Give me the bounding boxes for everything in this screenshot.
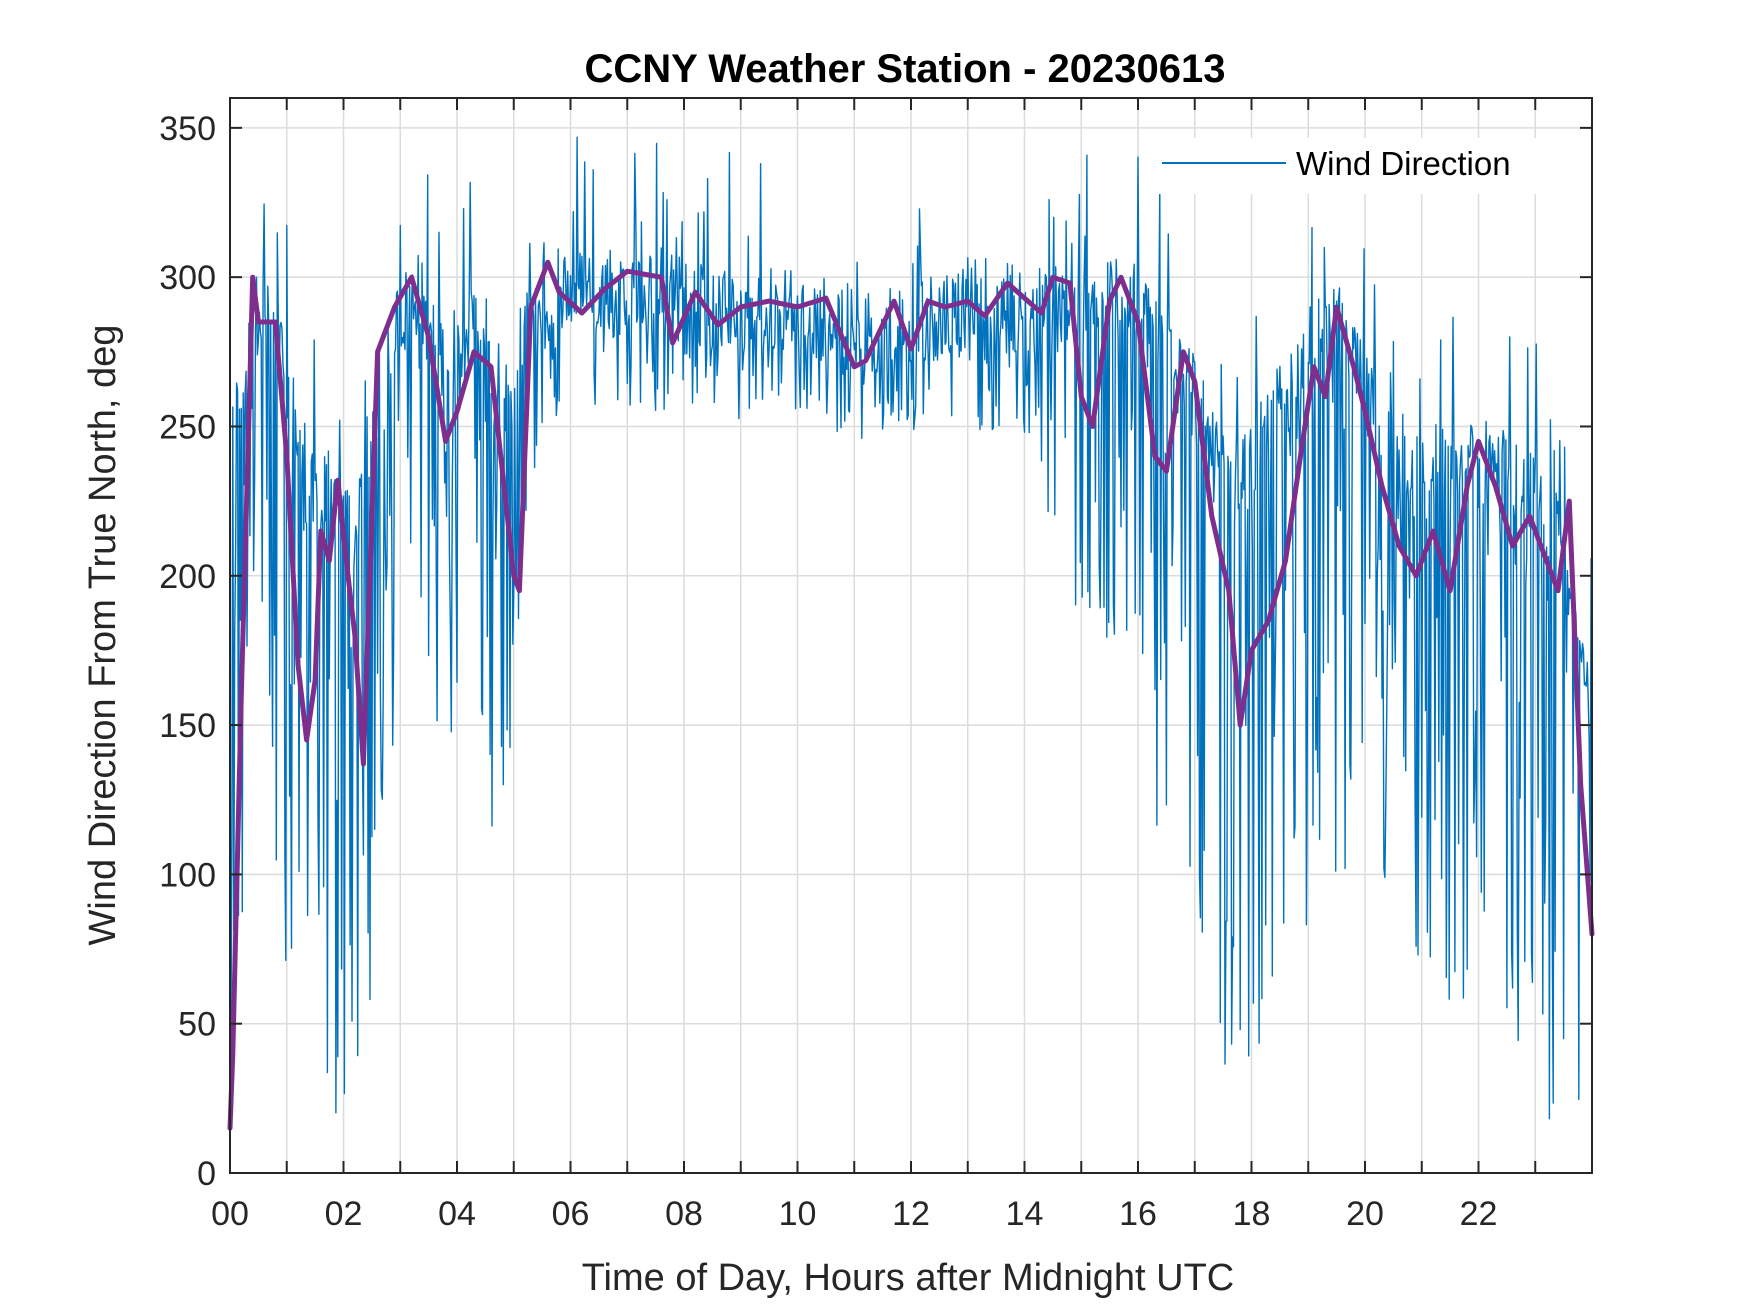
y-axis-title: Wind Direction From True North, deg <box>82 325 124 946</box>
legend: Wind Direction <box>1148 138 1558 194</box>
series-wind-direction <box>229 136 1593 1120</box>
x-tick-label-00: 00 <box>211 1195 249 1233</box>
series-smoothed-wind-direction <box>227 259 1595 1131</box>
axis-ticks <box>230 98 1592 1174</box>
x-tick-label-02: 02 <box>325 1195 363 1233</box>
chart-title: CCNY Weather Station - 20230613 <box>585 47 1226 91</box>
smoothed-wind-direction-line <box>227 259 1595 1131</box>
y-tick-label-50: 50 <box>178 1006 216 1044</box>
legend-label-wind-direction: Wind Direction <box>1296 145 1511 182</box>
y-tick-label-100: 100 <box>159 856 216 894</box>
y-tick-label-200: 200 <box>159 558 216 596</box>
x-tick-label-20: 20 <box>1346 1195 1384 1233</box>
y-tick-label-250: 250 <box>159 408 216 446</box>
legend-box <box>1148 138 1558 194</box>
x-tick-label-12: 12 <box>892 1195 930 1233</box>
wind-direction-line <box>229 136 1593 1120</box>
y-tick-label-150: 150 <box>159 707 216 745</box>
x-tick-label-14: 14 <box>1006 1195 1044 1233</box>
y-tick-label-0: 0 <box>197 1155 216 1193</box>
y-tick-labels: 0 50 100 150 200 250 300 350 <box>159 110 216 1193</box>
x-tick-label-10: 10 <box>779 1195 817 1233</box>
y-tick-label-350: 350 <box>159 110 216 148</box>
x-tick-label-08: 08 <box>665 1195 703 1233</box>
x-tick-label-22: 22 <box>1460 1195 1498 1233</box>
x-tick-label-18: 18 <box>1233 1195 1271 1233</box>
x-tick-labels: 00 02 04 06 08 10 12 14 16 18 20 22 <box>211 1195 1497 1233</box>
x-tick-label-16: 16 <box>1119 1195 1157 1233</box>
x-axis-title: Time of Day, Hours after Midnight UTC <box>582 1257 1235 1299</box>
x-tick-label-04: 04 <box>438 1195 476 1233</box>
x-tick-label-06: 06 <box>552 1195 590 1233</box>
y-tick-label-300: 300 <box>159 259 216 297</box>
